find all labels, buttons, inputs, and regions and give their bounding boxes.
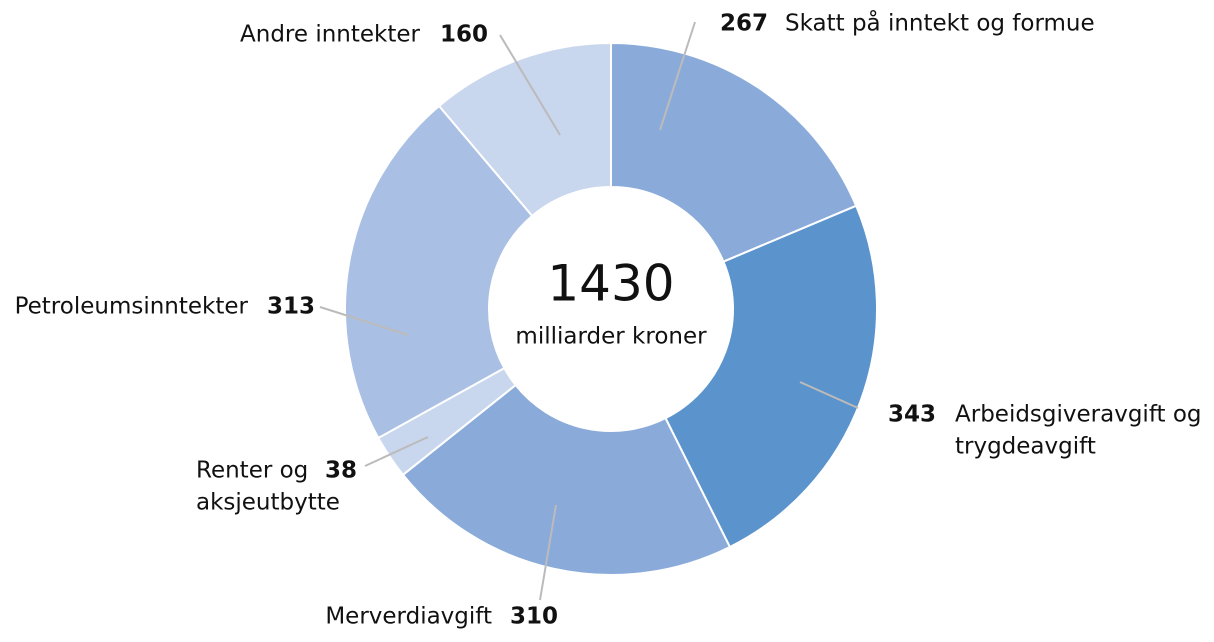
category-label: Skatt på inntekt og formue [785,9,1095,37]
category-label: Merverdiavgift [325,604,492,630]
leader-line [539,504,557,601]
total-label: milliarder kroner [515,324,707,350]
value-label: 38 [325,458,357,484]
value-label: 160 [440,22,488,48]
category-label: Arbeidsgiveravgift og [955,402,1202,428]
donut-slice [437,41,612,218]
leader-line [499,34,561,136]
leader-line [659,21,696,131]
value-label: 343 [888,402,936,428]
donut-slice [401,383,732,576]
donut-slice [664,204,878,549]
donut-slice [344,104,534,440]
donut-slice [610,41,858,263]
leader-line [799,381,859,409]
category-label: Andre inntekter [240,22,421,48]
total: 1430 [547,255,674,313]
value-label: 313 [267,294,315,320]
leader-line [364,436,429,467]
leader-line [319,306,409,336]
category-label: trygdeavgift [955,434,1096,460]
category-label: Petroleumsinntekter [15,294,249,320]
category-label: aksjeutbytte [196,490,340,516]
value-label: 310 [510,604,558,630]
value-label: 267 [720,11,768,37]
category-label: Renter og [196,458,308,484]
